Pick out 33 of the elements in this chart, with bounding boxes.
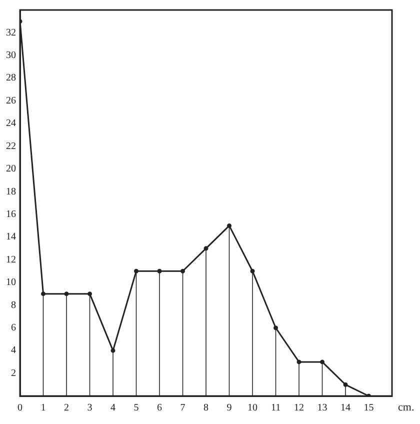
x-tick-label: 10 [248,402,258,414]
y-tick-label: 32 [6,27,16,38]
x-tick-label: 4 [110,402,116,414]
x-tick-label: 8 [204,402,208,414]
y-tick-label: 26 [6,95,16,106]
y-tick-label: 18 [6,186,16,198]
x-tick-label: 2 [64,402,69,414]
y-tick-label: 22 [6,140,16,152]
y-tick-label: 20 [6,164,16,175]
y-tick-label: 12 [6,254,16,266]
y-tick-label: 10 [6,277,16,288]
y-tick-label: 4 [11,345,16,356]
x-tick-label: 14 [340,402,350,414]
x-tick-label: 12 [294,402,304,414]
x-tick-label: 6 [157,402,162,414]
x-tick-label: 9 [226,402,232,414]
x-tick-label: 1 [40,402,46,414]
x-tick-label: 5 [134,402,139,414]
x-tick-label: 13 [317,402,328,414]
x-tick-label: 11 [270,402,281,414]
x-axis-title: cm. [398,401,414,414]
y-tick-label: 28 [6,72,16,84]
y-tick-label: 30 [6,50,16,62]
y-tick-label: 2 [11,368,16,379]
y-tick-label: 6 [11,322,16,334]
x-tick-label: 3 [87,402,92,414]
x-tick-label: 15 [364,402,374,414]
y-tick-label: 16 [6,208,16,220]
y-tick-label: 8 [11,300,16,311]
x-tick-label: 7 [180,402,186,414]
y-tick-label: 24 [6,118,16,130]
x-tick-label: 0 [18,402,22,414]
y-tick-label: 14 [6,232,16,243]
